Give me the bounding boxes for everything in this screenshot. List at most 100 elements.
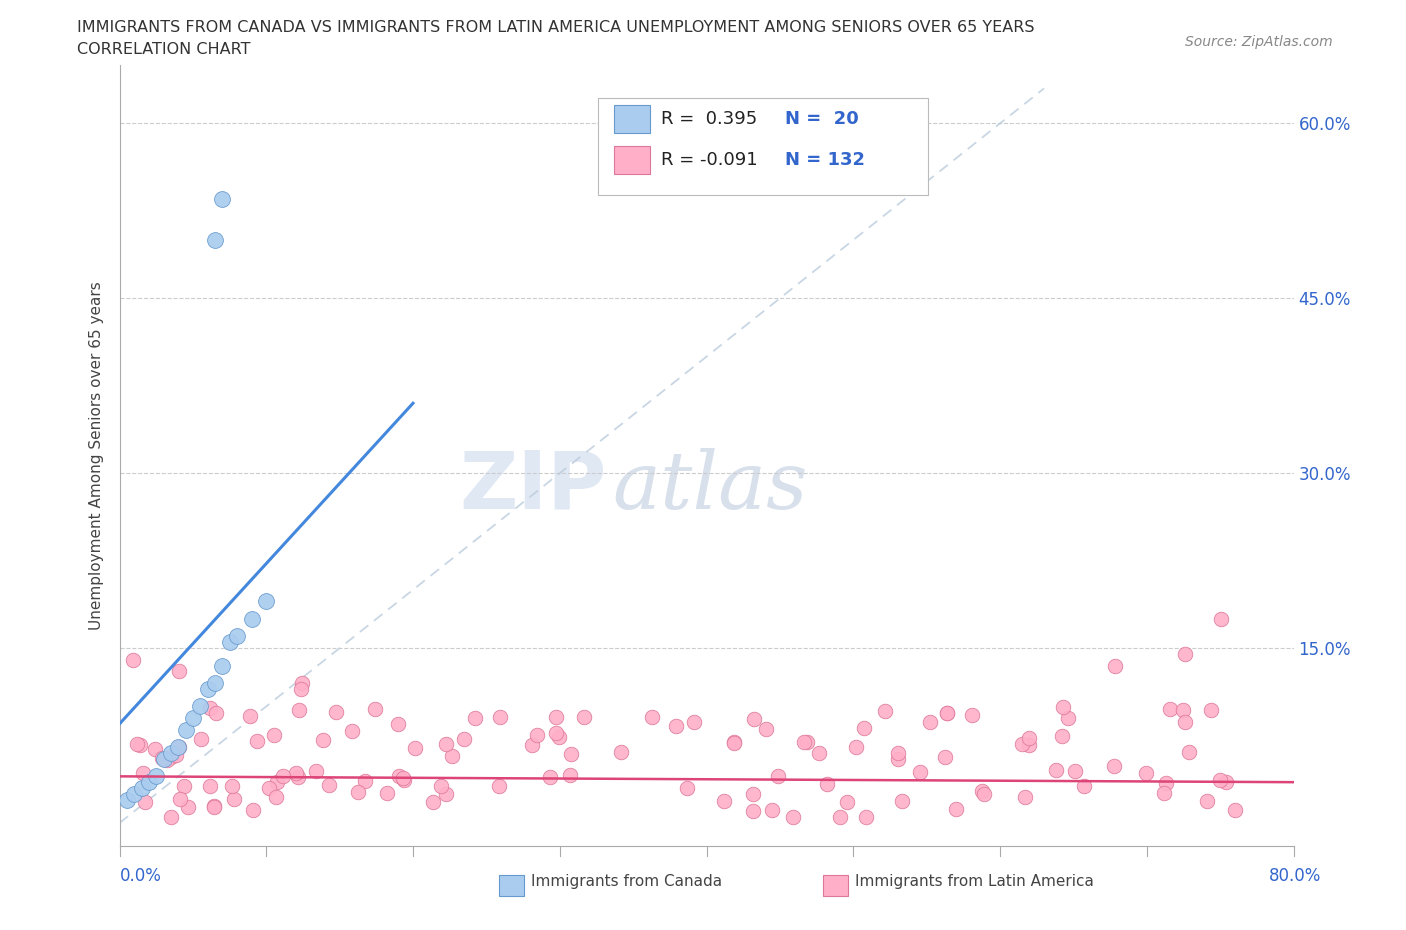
Point: [962, 708, 984, 723]
Point: [205, 706, 228, 721]
Point: [845, 739, 868, 754]
Point: [558, 767, 581, 782]
Point: [973, 786, 995, 801]
Point: [285, 765, 308, 780]
Point: [1159, 702, 1181, 717]
Point: [240, 612, 263, 627]
Point: [1018, 737, 1040, 752]
Text: CORRELATION CHART: CORRELATION CHART: [77, 42, 250, 57]
Point: [547, 729, 569, 744]
Point: [837, 795, 859, 810]
Point: [122, 787, 145, 802]
Point: [202, 800, 225, 815]
Point: [782, 810, 804, 825]
Point: [430, 779, 453, 794]
Point: [1011, 737, 1033, 751]
Point: [936, 705, 959, 720]
Point: [741, 804, 763, 818]
Point: [522, 737, 544, 752]
Point: [134, 794, 156, 809]
Text: R =  0.395: R = 0.395: [661, 110, 756, 128]
Point: [264, 790, 287, 804]
Point: [325, 705, 347, 720]
Point: [145, 769, 167, 784]
Point: [886, 751, 908, 766]
Text: 80.0%: 80.0%: [1270, 867, 1322, 884]
Point: [288, 703, 311, 718]
Text: N =  20: N = 20: [785, 110, 858, 128]
Point: [202, 799, 225, 814]
Point: [572, 710, 595, 724]
Point: [305, 764, 328, 778]
Point: [852, 721, 875, 736]
Point: [766, 768, 789, 783]
Text: IMMIGRANTS FROM CANADA VS IMMIGRANTS FROM LATIN AMERICA UNEMPLOYMENT AMONG SENIO: IMMIGRANTS FROM CANADA VS IMMIGRANTS FRO…: [77, 20, 1035, 35]
Point: [676, 780, 699, 795]
Point: [392, 770, 415, 785]
Point: [935, 706, 957, 721]
Point: [1153, 785, 1175, 800]
Point: [263, 727, 285, 742]
Point: [453, 731, 475, 746]
Point: [828, 810, 851, 825]
Point: [761, 803, 783, 817]
Point: [221, 778, 243, 793]
Point: [891, 794, 914, 809]
Point: [489, 710, 512, 724]
Point: [354, 774, 377, 789]
Point: [388, 768, 411, 783]
Point: [394, 772, 416, 787]
Point: [169, 664, 191, 679]
Point: [934, 750, 956, 764]
Point: [1052, 728, 1074, 743]
Point: [723, 735, 745, 750]
Point: [526, 727, 548, 742]
Point: [1052, 700, 1074, 715]
Point: [682, 715, 704, 730]
Point: [364, 702, 387, 717]
Point: [1211, 612, 1233, 627]
Point: [434, 737, 457, 751]
Point: [239, 709, 262, 724]
Point: [257, 780, 280, 795]
Point: [796, 735, 818, 750]
Point: [165, 748, 187, 763]
Point: [375, 786, 398, 801]
Text: Immigrants from Canada: Immigrants from Canada: [531, 874, 723, 889]
Point: [1201, 702, 1223, 717]
Point: [211, 192, 233, 206]
Point: [287, 770, 309, 785]
Point: [815, 777, 838, 791]
Point: [222, 791, 245, 806]
Point: [204, 232, 226, 247]
Point: [266, 775, 288, 790]
Point: [1135, 765, 1157, 780]
Point: [1104, 658, 1126, 673]
Point: [188, 699, 211, 714]
Point: [173, 779, 195, 794]
Point: [1174, 714, 1197, 729]
Point: [318, 777, 340, 792]
Point: [1073, 778, 1095, 793]
Point: [204, 675, 226, 690]
Point: [1173, 703, 1195, 718]
Point: [347, 784, 370, 799]
Point: [121, 652, 143, 667]
Point: [1057, 711, 1080, 725]
Point: [855, 810, 877, 825]
Point: [488, 778, 510, 793]
Point: [908, 765, 931, 780]
Point: [1174, 646, 1197, 661]
Point: [665, 718, 688, 733]
Point: [723, 736, 745, 751]
Point: [1063, 764, 1085, 778]
Point: [1014, 790, 1036, 804]
Point: [143, 742, 166, 757]
Point: [1225, 803, 1247, 817]
Point: [125, 737, 148, 751]
Point: [291, 675, 314, 690]
Point: [1178, 744, 1201, 759]
Point: [387, 716, 409, 731]
Text: 0.0%: 0.0%: [120, 867, 162, 884]
Point: [404, 740, 426, 755]
